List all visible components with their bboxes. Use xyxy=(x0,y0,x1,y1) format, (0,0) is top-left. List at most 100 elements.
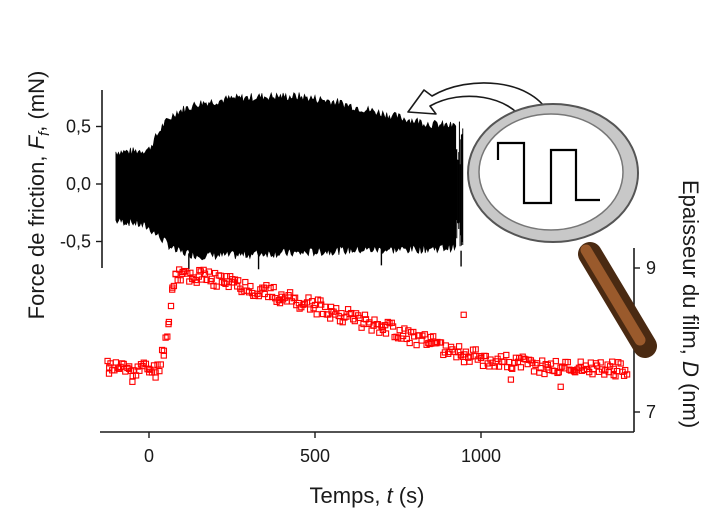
thickness-point xyxy=(503,351,510,359)
thickness-point xyxy=(509,365,516,372)
friction-signal-spikes xyxy=(188,249,462,270)
thickness-point xyxy=(242,278,249,286)
thickness-point xyxy=(421,331,428,338)
thickness-point xyxy=(570,368,578,375)
thickness-point xyxy=(187,269,194,276)
thickness-point xyxy=(189,275,196,283)
thickness-point xyxy=(170,282,178,290)
thickness-point xyxy=(148,369,156,376)
thickness-point xyxy=(167,302,175,310)
thickness-point xyxy=(313,311,320,318)
thickness-point xyxy=(213,283,220,290)
thickness-points xyxy=(104,266,631,390)
friction-tick-label: 0,5 xyxy=(66,117,91,137)
thickness-point xyxy=(539,357,546,364)
thickness-point xyxy=(361,311,369,318)
thickness-point xyxy=(555,369,562,376)
friction-tick-label: -0,5 xyxy=(60,232,91,252)
thickness-point xyxy=(331,311,339,318)
friction-signal-tail xyxy=(455,121,464,247)
thickness-point xyxy=(388,319,395,326)
thickness-point xyxy=(198,276,206,283)
magnifier-icon xyxy=(467,103,657,358)
thickness-point xyxy=(177,277,184,284)
thickness-point xyxy=(157,361,164,368)
thickness-point xyxy=(210,282,217,289)
thickness-point xyxy=(279,296,287,303)
thickness-point xyxy=(602,367,609,374)
thickness-point xyxy=(517,364,525,371)
thickness-point xyxy=(225,283,232,291)
thickness-point xyxy=(193,279,200,286)
thickness-point xyxy=(306,306,314,313)
thickness-point xyxy=(557,383,564,390)
thickness-point xyxy=(223,273,230,280)
thickness-point xyxy=(530,368,538,375)
thickness-point xyxy=(105,370,113,377)
thickness-panel: 97 xyxy=(104,248,656,432)
thickness-point xyxy=(433,340,440,347)
thickness-point xyxy=(231,276,239,283)
thickness-point xyxy=(132,372,140,379)
thickness-y-ticks: 97 xyxy=(634,258,656,422)
time-tick-label: 0 xyxy=(144,446,154,466)
thickness-point xyxy=(162,334,169,341)
thickness-point xyxy=(557,364,564,371)
thickness-point xyxy=(164,333,171,340)
thickness-point xyxy=(208,275,215,282)
thickness-point xyxy=(201,270,209,277)
thickness-point xyxy=(317,297,324,304)
thickness-point xyxy=(382,330,390,337)
thickness-point xyxy=(597,359,604,366)
thickness-point xyxy=(172,271,179,278)
thickness-point xyxy=(577,358,584,365)
time-axis-title: Temps, t (s) xyxy=(310,483,425,508)
thickness-point xyxy=(410,328,417,336)
thickness-point xyxy=(441,349,449,356)
thickness-point xyxy=(165,320,172,328)
thickness-point xyxy=(129,378,136,385)
thickness-point xyxy=(460,311,467,318)
thickness-point xyxy=(220,279,228,286)
thickness-point xyxy=(587,359,594,366)
thickness-point xyxy=(413,341,420,349)
thickness-point xyxy=(609,358,616,365)
thickness-point xyxy=(593,362,601,369)
thickness-point xyxy=(205,268,213,275)
thickness-point xyxy=(358,324,365,331)
thickness-point xyxy=(455,343,463,350)
thickness-point xyxy=(610,371,617,379)
thickness-point xyxy=(286,289,294,296)
thickness-point xyxy=(247,282,254,290)
thickness-point xyxy=(235,277,242,284)
thickness-point xyxy=(196,266,203,274)
thickness-point xyxy=(445,350,452,357)
thickness-point xyxy=(169,284,176,291)
thickness-point xyxy=(495,363,503,370)
thickness-point xyxy=(305,294,312,301)
thickness-point xyxy=(126,363,133,370)
thickness-point xyxy=(406,339,413,347)
thickness-point xyxy=(623,371,631,378)
thickness-point xyxy=(541,370,548,378)
thickness-point xyxy=(265,293,272,301)
friction-panel: 0,5 0,0 -0,5 xyxy=(60,90,464,270)
thickness-point xyxy=(169,286,176,293)
thickness-point xyxy=(474,356,481,363)
friction-signal-band xyxy=(115,91,457,261)
thickness-point xyxy=(389,323,397,330)
friction-y-ticks: 0,5 0,0 -0,5 xyxy=(60,117,102,252)
thickness-point xyxy=(622,366,629,374)
thickness-point xyxy=(346,310,353,318)
zoomed-square-wave xyxy=(496,141,600,205)
thickness-point xyxy=(321,303,329,310)
thickness-point xyxy=(341,314,348,321)
time-tick-label: 1000 xyxy=(461,446,501,466)
thickness-point xyxy=(617,360,624,367)
thickness-point xyxy=(351,317,358,325)
thickness-point xyxy=(350,316,357,323)
thickness-point xyxy=(115,365,123,372)
thickness-point xyxy=(217,272,224,279)
time-axis: 0 500 1000 xyxy=(100,431,634,466)
thickness-point xyxy=(270,283,277,291)
